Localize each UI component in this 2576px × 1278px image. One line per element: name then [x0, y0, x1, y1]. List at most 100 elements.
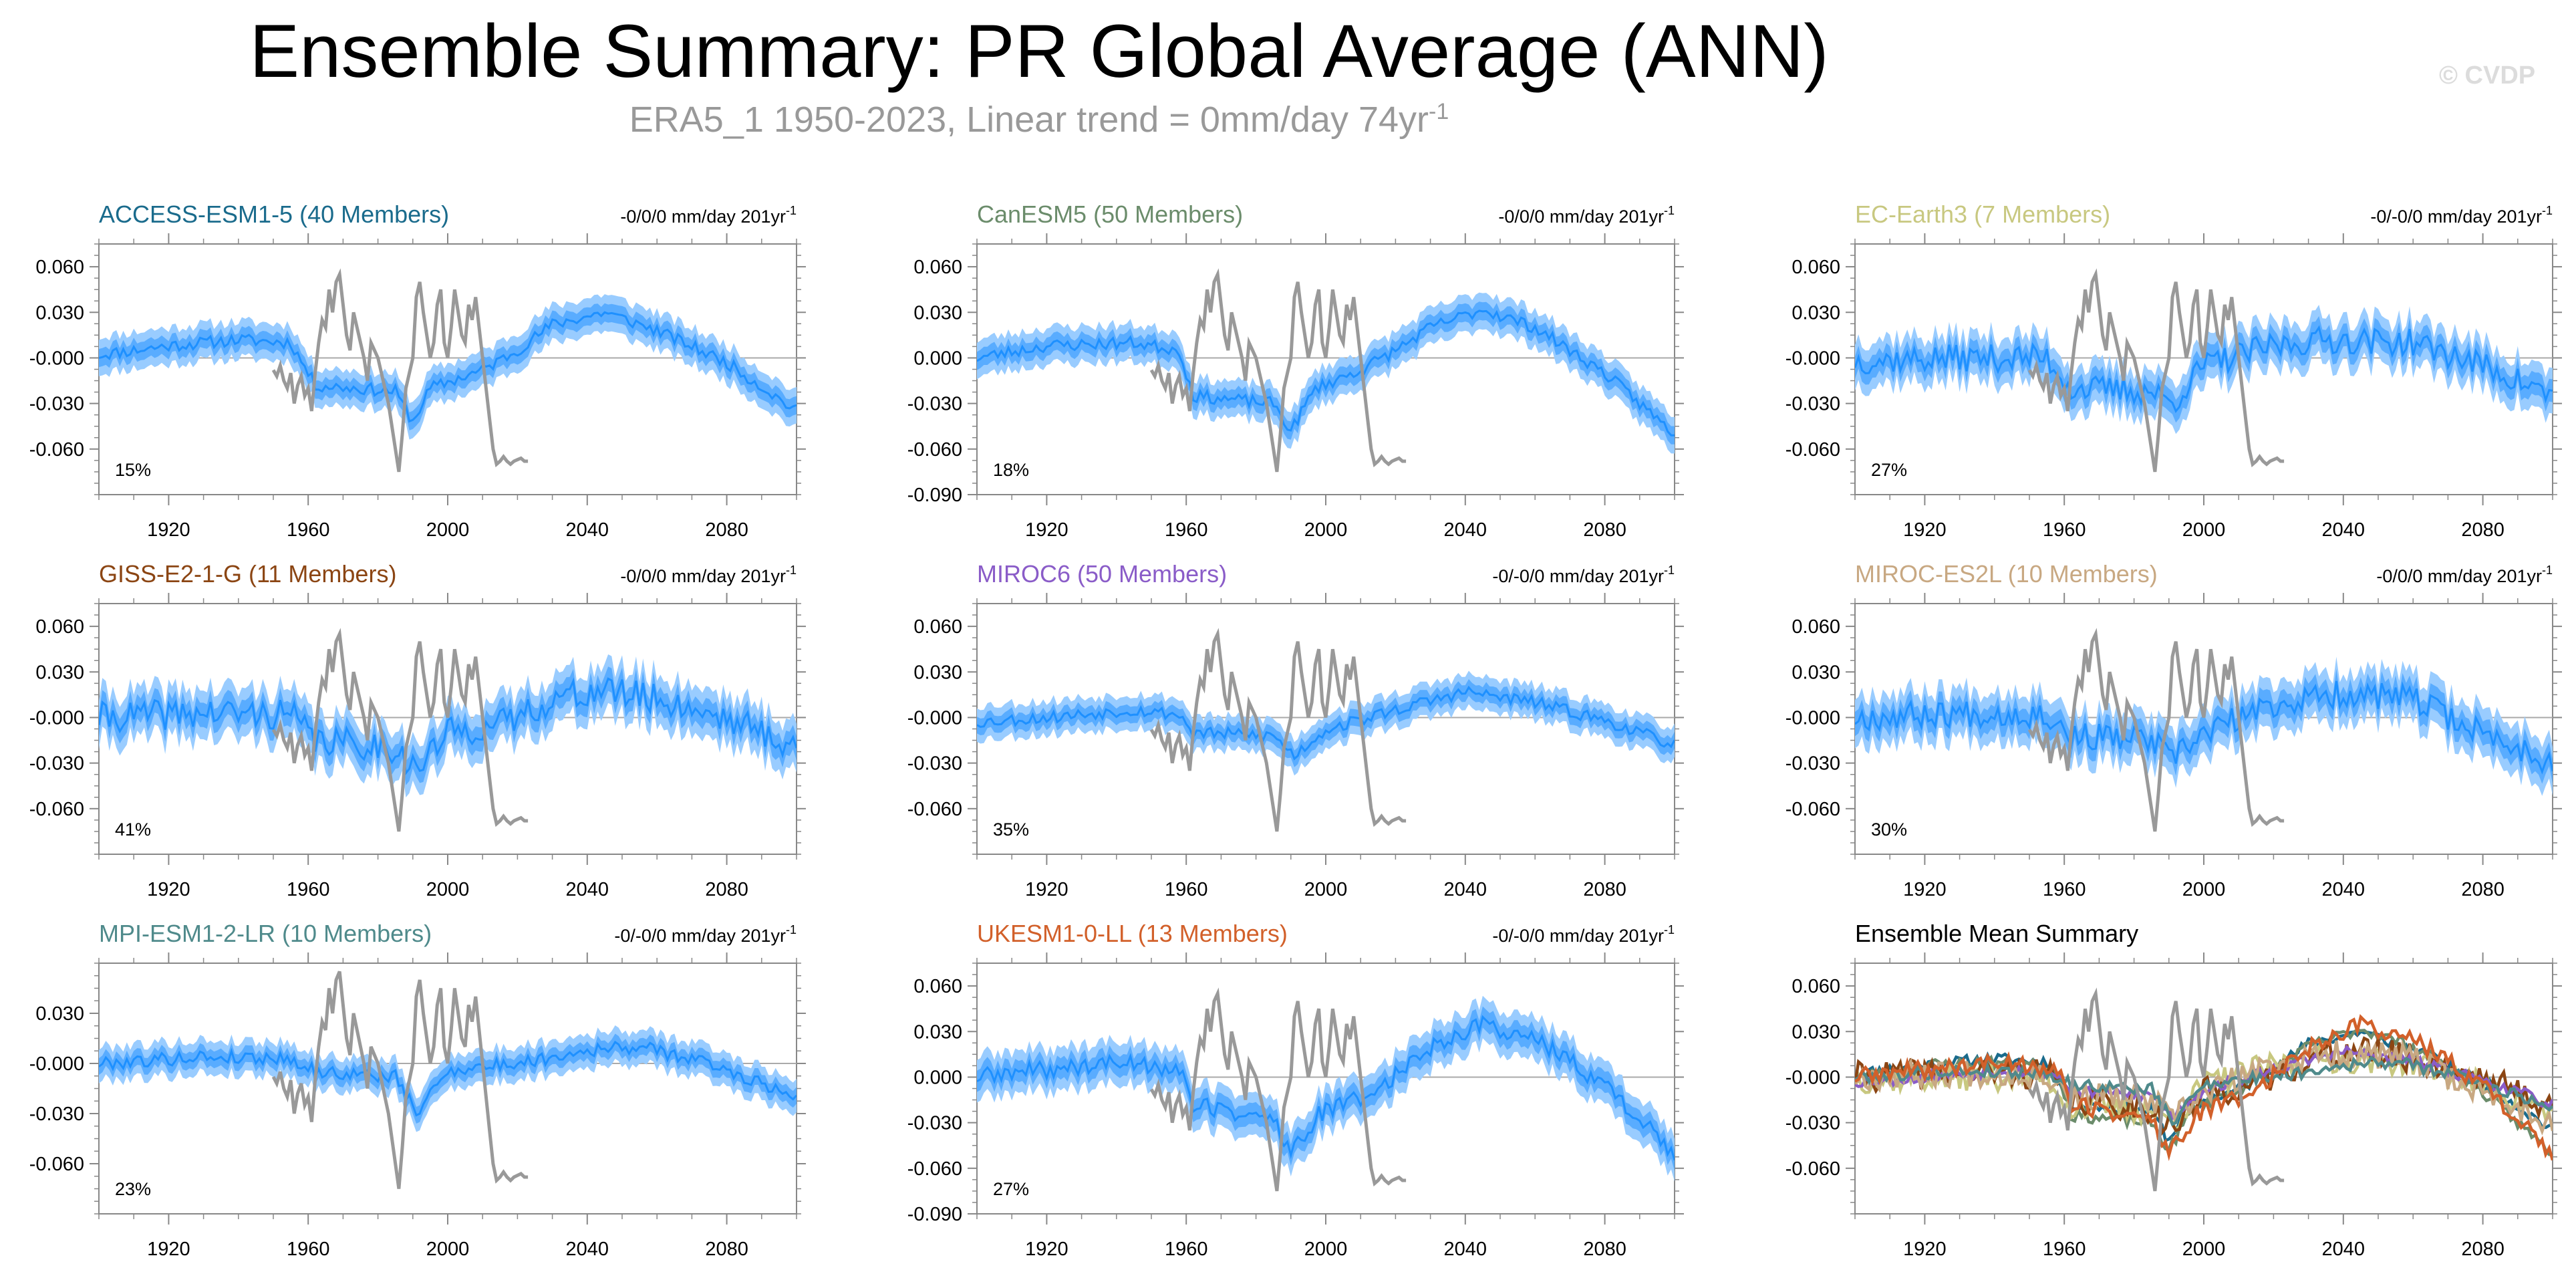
x-tick-label: 2040 [2322, 1239, 2366, 1260]
x-tick-label: 1920 [147, 1239, 190, 1260]
x-tick-label: 2040 [566, 1239, 609, 1260]
panel-8: Ensemble Mean Summary 0.060 0.030 -0.000 -0.… [1785, 920, 2562, 1260]
panel-title: MIROC6 (50 Members) [977, 560, 1227, 588]
panel-title: Ensemble Mean Summary [1855, 920, 2138, 947]
observation-line [2027, 628, 2285, 832]
panel-plot-area [1855, 268, 2553, 473]
y-tick-label: -0.060 [907, 1158, 962, 1180]
ensemble-mean-line [977, 1015, 1675, 1161]
panel-0: ACCESS-ESM1-5 (40 Members) -0/0/0 mm/day … [29, 201, 806, 541]
x-tick-label: 1920 [1025, 879, 1068, 900]
percent-label: 27% [993, 1179, 1029, 1199]
panel-5: MIROC-ES2L (10 Members) -0/0/0 mm/day 201… [1785, 560, 2562, 900]
observation-line [2027, 987, 2285, 1192]
ensemble-iqr-band [977, 301, 1675, 444]
page-subtitle: ERA5_1 1950-2023, Linear trend = 0mm/day… [0, 99, 2078, 140]
summary-series-line [1855, 1055, 2553, 1126]
x-tick-label: 2080 [2461, 519, 2505, 541]
y-tick-label: 0.060 [1792, 976, 1840, 997]
panel-6: MPI-ESM1-2-LR (10 Members) -0/-0/0 mm/day… [29, 920, 806, 1260]
observation-line [2027, 268, 2285, 473]
panel-7: UKESM1-0-LL (13 Members) -0/-0/0 mm/day 2… [907, 920, 1684, 1260]
x-tick-label: 2040 [2322, 519, 2366, 541]
y-tick-label: 0.030 [35, 302, 84, 324]
y-tick-label: -0.060 [29, 799, 84, 820]
x-tick-label: 1960 [1165, 519, 1208, 541]
ensemble-range-band [977, 292, 1675, 454]
y-tick-label: -0.060 [907, 439, 962, 461]
y-tick-label: 0.030 [913, 662, 962, 683]
trend-exponent: -1 [1664, 563, 1675, 577]
y-tick-label: 0.000 [913, 1067, 962, 1088]
y-tick-label: -0.000 [29, 348, 84, 369]
ensemble-iqr-band [99, 1033, 797, 1124]
ensemble-range-band [99, 294, 797, 440]
ensemble-mean-line [99, 677, 797, 776]
panel-plot-area [99, 268, 797, 473]
y-tick-label: -0.000 [1785, 1067, 1840, 1088]
trend-exponent: -1 [2542, 204, 2553, 217]
observation-line [271, 268, 529, 473]
panel-plot-area [1855, 628, 2553, 832]
y-tick-label: -0.030 [29, 753, 84, 775]
percent-label: 15% [115, 460, 151, 480]
y-tick-label: 0.030 [1792, 302, 1840, 324]
panel-plot-area [99, 628, 797, 832]
x-tick-label: 1960 [2043, 519, 2086, 541]
observation-line [271, 628, 529, 832]
y-tick-label: -0.030 [1785, 1113, 1840, 1134]
x-tick-label: 2000 [426, 519, 470, 541]
x-tick-label: 1960 [2043, 879, 2086, 900]
ensemble-mean-line [1855, 680, 2553, 775]
y-tick-label: -0.060 [29, 1154, 84, 1175]
trend-exponent: -1 [786, 204, 797, 217]
x-tick-label: 1920 [1903, 1239, 1947, 1260]
trend-text: -0/-0/0 mm/day 201yr [614, 926, 786, 946]
y-tick-label: 0.030 [913, 1021, 962, 1043]
x-tick-label: 1920 [1025, 519, 1068, 541]
x-tick-label: 1960 [287, 1239, 330, 1260]
panel-trend: -0/-0/0 mm/day 201yr-1 [2370, 204, 2553, 227]
trend-text: -0/0/0 mm/day 201yr [620, 207, 786, 227]
trend-text: -0/0/0 mm/day 201yr [620, 566, 786, 586]
x-tick-label: 2000 [2182, 519, 2226, 541]
percent-label: 18% [993, 460, 1029, 480]
x-tick-label: 2000 [1304, 879, 1348, 900]
y-tick-label: -0.000 [29, 707, 84, 729]
percent-label: 23% [115, 1179, 151, 1199]
ensemble-mean-line [1855, 325, 2553, 413]
x-tick-label: 2000 [426, 1239, 470, 1260]
trend-text: -0/0/0 mm/day 201yr [1498, 207, 1664, 227]
x-tick-label: 2080 [1583, 519, 1626, 541]
y-tick-label: -0.060 [1785, 799, 1840, 820]
x-tick-label: 2080 [705, 879, 748, 900]
ensemble-mean-line [977, 685, 1675, 761]
y-tick-label: 0.060 [1792, 257, 1840, 278]
trend-text: -0/-0/0 mm/day 201yr [1492, 566, 1664, 586]
trend-exponent: -1 [2542, 563, 2553, 577]
panel-title: MIROC-ES2L (10 Members) [1855, 560, 2158, 588]
y-tick-label: -0.030 [1785, 753, 1840, 775]
panel-trend: -0/0/0 mm/day 201yr-1 [1498, 204, 1675, 227]
x-tick-label: 1960 [287, 519, 330, 541]
trend-text: -0/-0/0 mm/day 201yr [1492, 926, 1664, 946]
y-tick-label: -0.000 [1785, 348, 1840, 369]
y-tick-label: 0.060 [913, 616, 962, 638]
ensemble-iqr-band [977, 1006, 1675, 1171]
panel-title: CanESM5 (50 Members) [977, 201, 1243, 228]
x-tick-label: 1920 [1903, 519, 1947, 541]
y-tick-label: 0.060 [35, 257, 84, 278]
x-tick-label: 1920 [1903, 879, 1947, 900]
y-tick-label: -0.030 [907, 394, 962, 415]
trend-exponent: -1 [1664, 204, 1675, 217]
observation-line [1149, 268, 1407, 473]
y-tick-label: -0.090 [907, 1204, 962, 1225]
trend-text: -0/-0/0 mm/day 201yr [2370, 207, 2542, 227]
y-tick-label: 0.030 [1792, 1021, 1840, 1043]
y-tick-label: -0.030 [29, 1104, 84, 1125]
x-tick-label: 2000 [1304, 519, 1348, 541]
y-tick-label: 0.030 [913, 302, 962, 324]
x-tick-label: 2040 [566, 519, 609, 541]
subtitle-exponent: -1 [1429, 99, 1449, 124]
observation-line [1149, 987, 1407, 1192]
